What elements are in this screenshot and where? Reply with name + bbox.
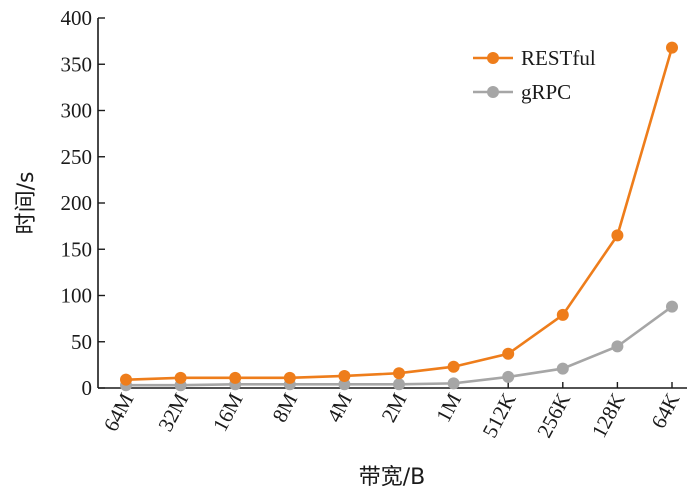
legend-label: RESTful [521, 46, 596, 70]
y-tick-label: 0 [82, 376, 93, 400]
x-ticks: 64M 32M 16M 8M 4M 2M 1M 512K 256K 128K 64K [99, 382, 684, 442]
data-point-grpc [393, 378, 405, 391]
data-point-restful [611, 229, 624, 242]
y-tick-label: 50 [71, 330, 92, 354]
y-axis-title: 时间/s [14, 172, 39, 235]
data-point-grpc [502, 370, 515, 383]
y-tick-label: 350 [61, 52, 93, 76]
data-point-restful [120, 373, 132, 386]
y-tick-label: 150 [61, 237, 93, 261]
data-point-restful [338, 369, 351, 382]
data-point-grpc [666, 300, 678, 313]
y-tick-label: 100 [61, 284, 93, 308]
legend-marker [487, 52, 499, 64]
x-tick-label: 1M [431, 389, 466, 426]
x-tick-label: 64M [99, 389, 139, 436]
data-point-restful [174, 371, 187, 384]
x-tick-label: 2M [377, 389, 412, 426]
data-point-restful [229, 371, 242, 384]
x-tick-label: 32M [153, 389, 193, 436]
data-point-restful [556, 308, 569, 321]
axes [97, 18, 687, 389]
series [120, 41, 678, 392]
x-tick-label: 8M [267, 389, 302, 426]
data-point-grpc [556, 362, 569, 375]
y-tick-label: 250 [61, 145, 93, 169]
data-point-restful [502, 347, 515, 360]
x-tick-label: 512K [478, 389, 521, 441]
x-tick-label: 16M [208, 389, 248, 436]
data-point-restful [666, 41, 678, 54]
y-ticks: 0 50 100 150 200 250 300 350 400 [61, 6, 105, 400]
x-tick-label: 4M [322, 389, 357, 426]
x-tick-label: 64K [646, 389, 684, 432]
y-tick-label: 200 [61, 191, 93, 215]
legend-marker [487, 86, 499, 98]
data-point-restful [447, 360, 460, 373]
legend: RESTful gRPC [473, 46, 596, 104]
data-point-grpc [611, 340, 624, 353]
data-point-restful [283, 371, 296, 384]
series-line-restful [125, 47, 674, 381]
data-point-grpc [338, 378, 351, 391]
x-tick-label: 128K [587, 389, 630, 441]
data-point-grpc [447, 377, 460, 390]
data-point-restful [393, 367, 405, 380]
legend-label: gRPC [521, 80, 571, 104]
y-tick-label: 400 [61, 6, 93, 30]
y-tick-label: 300 [61, 99, 93, 123]
x-axis-title: 带宽/B [359, 465, 426, 490]
x-tick-label: 256K [532, 389, 575, 441]
